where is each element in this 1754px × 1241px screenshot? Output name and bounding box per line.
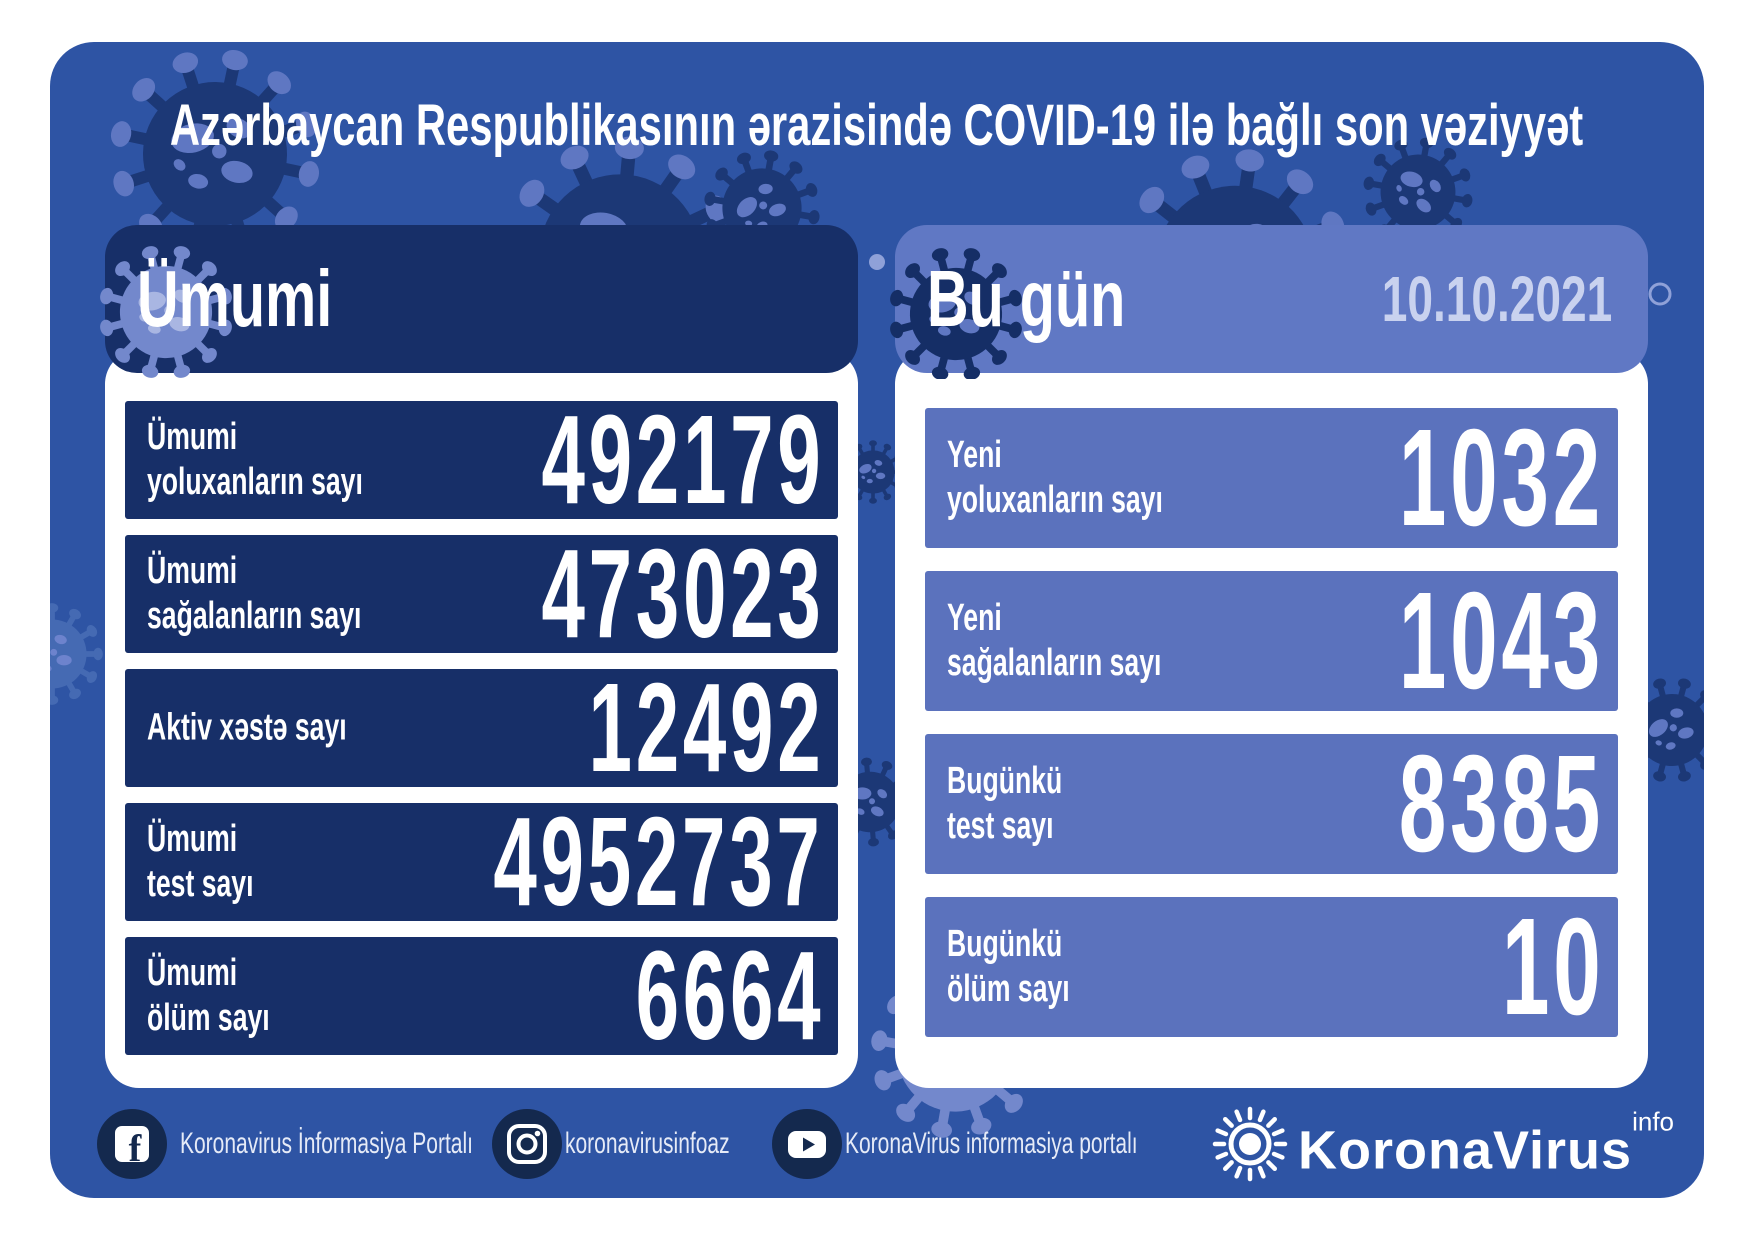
stat-label: Ümumi sağalanların sayı	[147, 550, 362, 637]
stat-value: 473023	[540, 523, 824, 664]
virus-icon	[890, 248, 1022, 379]
virus-icon	[100, 246, 232, 378]
facebook-label: Koronavirus İnformasiya Portalı	[180, 1127, 473, 1160]
facebook-icon: f	[97, 1109, 167, 1179]
stat-row-total-infected: Ümumi yoluxanların sayı 492179	[125, 397, 838, 523]
totals-header: Ümumi	[100, 225, 858, 378]
stat-value: 6664	[635, 925, 824, 1066]
stat-label: Yeni yoluxanların sayı	[947, 434, 1163, 521]
instagram-icon	[492, 1109, 562, 1179]
stat-row-new-recovered: Yeni sağalanların sayı 1043	[925, 571, 1618, 711]
brand-logo: KoronaVirusinfo	[1298, 1106, 1674, 1181]
stat-label: Bugünkü ölüm sayı	[947, 923, 1070, 1010]
report-date: 10.10.2021	[1381, 263, 1612, 335]
virus-icon	[1212, 1106, 1288, 1182]
stat-row-total-recovered: Ümumi sağalanların sayı 473023	[125, 531, 838, 657]
stat-label: Ümumi ölüm sayı	[147, 952, 270, 1039]
today-card: Yeni yoluxanların sayı 1032 Yeni sağalan…	[895, 350, 1648, 1088]
stat-label: Ümumi test sayı	[147, 818, 254, 905]
stat-value: 4952737	[493, 791, 824, 932]
stat-value: 10	[1501, 890, 1604, 1044]
page-title: Azərbaycan Respublikasının ərazisində CO…	[170, 93, 1584, 158]
stat-row-today-tests: Bugünkü test sayı 8385	[925, 734, 1618, 874]
brand-logo-superscript: info	[1632, 1106, 1674, 1137]
stat-row-total-deaths: Ümumi ölüm sayı 6664	[125, 933, 838, 1059]
stat-row-total-tests: Ümumi test sayı 4952737	[125, 799, 838, 925]
stat-row-active-cases: Aktiv xəstə sayı 12492	[125, 665, 838, 791]
stat-label: Aktiv xəstə sayı	[147, 706, 347, 749]
totals-header-label: Ümumi	[137, 254, 333, 343]
youtube-label: KoronaVirus informasiya portalı	[845, 1127, 1138, 1160]
today-header: Bu gün 10.10.2021	[890, 225, 1648, 379]
infographic-panel: Azərbaycan Respublikasının ərazisində CO…	[50, 42, 1704, 1198]
stat-label: Ümumi yoluxanların sayı	[147, 416, 363, 503]
stat-value: 1032	[1398, 401, 1604, 555]
stat-value: 12492	[588, 657, 824, 798]
totals-card: Ümumi yoluxanların sayı 492179 Ümumi sağ…	[105, 350, 858, 1088]
youtube-icon	[772, 1109, 842, 1179]
stat-row-new-infected: Yeni yoluxanların sayı 1032	[925, 408, 1618, 548]
stat-value: 1043	[1398, 564, 1604, 718]
stat-value: 8385	[1398, 727, 1604, 881]
stat-label: Bugünkü test sayı	[947, 760, 1063, 847]
stat-value: 492179	[540, 389, 824, 530]
instagram-label: koronavirusinfoaz	[565, 1127, 730, 1160]
stat-row-today-deaths: Bugünkü ölüm sayı 10	[925, 897, 1618, 1037]
today-header-label: Bu gün	[927, 254, 1126, 343]
stat-label: Yeni sağalanların sayı	[947, 597, 1162, 684]
svg-text:f: f	[129, 1128, 143, 1167]
